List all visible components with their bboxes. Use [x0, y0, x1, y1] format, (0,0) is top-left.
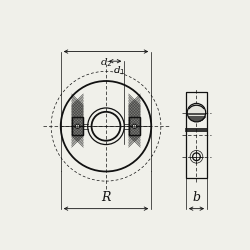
Bar	[72, 117, 84, 136]
Circle shape	[132, 124, 136, 128]
Bar	[128, 117, 140, 136]
Circle shape	[76, 124, 80, 128]
Bar	[128, 117, 140, 136]
Text: b: b	[192, 192, 200, 204]
Text: R: R	[101, 192, 111, 204]
Bar	[72, 117, 84, 136]
Bar	[186, 92, 207, 178]
Text: d$_1$: d$_1$	[112, 65, 125, 78]
Circle shape	[187, 104, 206, 122]
Text: d$_2$: d$_2$	[100, 56, 112, 68]
